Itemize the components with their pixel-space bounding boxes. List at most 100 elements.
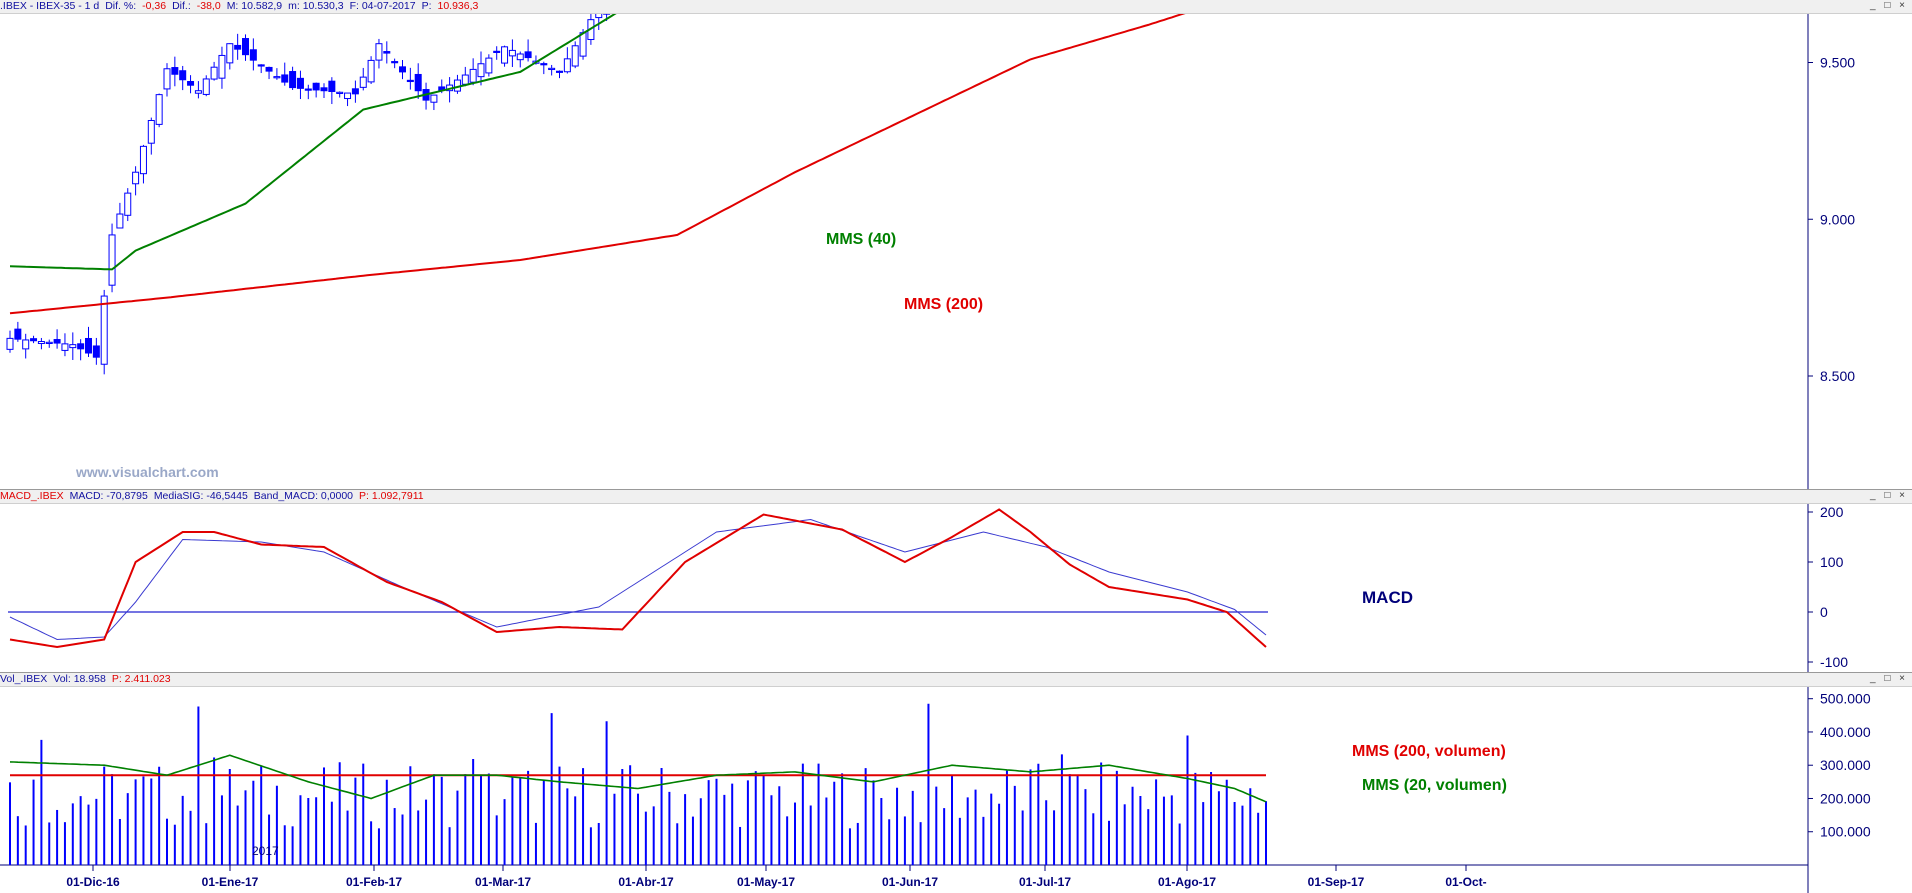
candle-body bbox=[156, 95, 162, 125]
x-tick-label: 01-Mar-17 bbox=[475, 875, 531, 889]
x-tick-label: 01-Jul-17 bbox=[1019, 875, 1071, 889]
candle-body bbox=[266, 67, 272, 71]
candle-body bbox=[415, 74, 421, 90]
label-vol-mms20: MMS (20, volumen) bbox=[1362, 777, 1507, 794]
candle-body bbox=[133, 172, 139, 184]
candle-body bbox=[549, 68, 555, 69]
header-field: 10.936,3 bbox=[437, 0, 478, 12]
x-tick-label: 01-May-17 bbox=[737, 875, 795, 889]
x-tick-label: 01-Oct- bbox=[1445, 875, 1486, 889]
volume-y-tick-label: 200.000 bbox=[1820, 790, 1871, 806]
volume-y-tick-label: 100.000 bbox=[1820, 824, 1871, 840]
candle-body bbox=[70, 345, 76, 348]
header-field: MACD_.IBEX bbox=[0, 490, 64, 502]
candle-body bbox=[258, 65, 264, 66]
candle-body bbox=[462, 75, 468, 84]
header-field: MACD: -70,8795 bbox=[70, 490, 148, 502]
candle-body bbox=[502, 47, 508, 63]
header-field: P: bbox=[422, 0, 432, 12]
candle-body bbox=[15, 329, 21, 339]
candle-body bbox=[557, 71, 563, 72]
header-field: P: 2.411.023 bbox=[112, 673, 171, 685]
price-y-tick-label: 9.500 bbox=[1820, 55, 1855, 71]
candle-body bbox=[384, 52, 390, 54]
header-field: -38,0 bbox=[197, 0, 221, 12]
candle-body bbox=[541, 64, 547, 65]
macd-y-tick-label: 100 bbox=[1820, 554, 1844, 570]
candle-body bbox=[31, 339, 37, 341]
candle-body bbox=[564, 59, 570, 72]
candle-body bbox=[117, 214, 123, 228]
label-vol-mms200: MMS (200, volumen) bbox=[1352, 743, 1506, 760]
price-y-tick-label: 9.000 bbox=[1820, 211, 1855, 227]
candle-body bbox=[517, 54, 523, 60]
candle-body bbox=[203, 79, 209, 94]
candle-body bbox=[321, 88, 327, 91]
candle-body bbox=[38, 342, 44, 344]
x-tick-label: 01-Ene-17 bbox=[202, 875, 259, 889]
candle-body bbox=[360, 77, 366, 87]
candle-body bbox=[86, 338, 92, 353]
price-chart[interactable]: 8.5009.0009.50010.00010.50011.00011.1841… bbox=[0, 14, 1912, 490]
header-field: Vol_.IBEX bbox=[0, 673, 47, 685]
candle-body bbox=[431, 95, 437, 102]
candle-body bbox=[407, 80, 413, 81]
candle-body bbox=[478, 64, 484, 77]
candle-body bbox=[78, 344, 84, 349]
volume-pane: Vol_.IBEX Vol: 18.958 P: 2.411.023 _ □ × 1… bbox=[0, 672, 1912, 893]
candle-body bbox=[282, 75, 288, 82]
header-field: -0,36 bbox=[142, 0, 166, 12]
header-field: Band_MACD: 0,0000 bbox=[254, 490, 353, 502]
candle-body bbox=[101, 296, 107, 364]
mms40-line bbox=[10, 14, 1266, 269]
candle-body bbox=[62, 344, 68, 351]
candle-body bbox=[486, 58, 492, 73]
macd-y-tick-label: 0 bbox=[1820, 604, 1828, 620]
candle-body bbox=[313, 83, 319, 90]
header-field: m: 10.530,3 bbox=[288, 0, 343, 12]
header-field: Vol: 18.958 bbox=[53, 673, 106, 685]
volume-pane-window-controls[interactable]: _ □ × bbox=[1870, 673, 1908, 684]
macd-y-tick-label: -100 bbox=[1820, 654, 1848, 670]
candle-body bbox=[290, 72, 296, 88]
macd-line bbox=[10, 510, 1266, 648]
watermark: www.visualchart.com bbox=[75, 464, 219, 480]
x-tick-label: 01-Sep-17 bbox=[1308, 875, 1365, 889]
candle-body bbox=[250, 50, 256, 60]
candle-body bbox=[470, 69, 476, 82]
candle-body bbox=[54, 340, 60, 344]
candle-body bbox=[243, 39, 249, 55]
candle-body bbox=[368, 60, 374, 81]
candle-body bbox=[494, 51, 500, 52]
candle-body bbox=[305, 89, 311, 90]
x-tick-label: 01-Abr-17 bbox=[618, 875, 674, 889]
candle-body bbox=[125, 193, 131, 215]
candle-body bbox=[172, 68, 178, 75]
candle-body bbox=[274, 77, 280, 78]
candle-body bbox=[140, 146, 146, 173]
x-tick-label: 01-Jun-17 bbox=[882, 875, 938, 889]
candle-body bbox=[227, 44, 233, 63]
candle-body bbox=[572, 46, 578, 66]
macd-pane-window-controls[interactable]: _ □ × bbox=[1870, 490, 1908, 501]
candle-body bbox=[235, 45, 241, 49]
candle-body bbox=[7, 338, 13, 349]
candle-body bbox=[297, 78, 303, 88]
candle-body bbox=[195, 91, 201, 94]
price-pane-window-controls[interactable]: _ □ × bbox=[1870, 0, 1908, 11]
candle-body bbox=[509, 50, 515, 55]
mms200-line bbox=[10, 14, 1266, 313]
header-field: Dif.: bbox=[172, 0, 191, 12]
candle-body bbox=[148, 120, 154, 143]
x-tick-label: 01-Ago-17 bbox=[1158, 875, 1216, 889]
price-y-tick-label: 8.500 bbox=[1820, 368, 1855, 384]
candle-body bbox=[400, 67, 406, 72]
signal-line bbox=[10, 520, 1266, 640]
header-field: .IBEX - IBEX-35 - 1 d bbox=[0, 0, 99, 12]
year-label: 2017 bbox=[252, 844, 279, 858]
